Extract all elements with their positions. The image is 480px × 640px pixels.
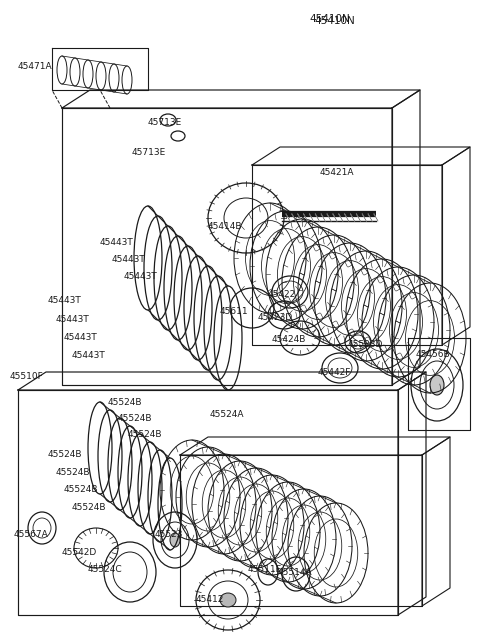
Text: 45443T: 45443T xyxy=(72,351,106,360)
Text: 45421A: 45421A xyxy=(320,168,355,177)
Text: 45524B: 45524B xyxy=(48,450,83,459)
Text: 45524A: 45524A xyxy=(210,410,244,419)
Text: 45414B: 45414B xyxy=(208,222,242,231)
Text: 45412: 45412 xyxy=(196,595,224,604)
Text: 45524B: 45524B xyxy=(64,485,98,494)
Text: 45524B: 45524B xyxy=(128,430,163,439)
Text: 45523: 45523 xyxy=(155,530,183,539)
Text: 45443T: 45443T xyxy=(56,315,90,324)
Text: 45423D: 45423D xyxy=(258,313,293,322)
Text: 45410N: 45410N xyxy=(314,16,355,26)
Text: 45442F: 45442F xyxy=(318,368,351,377)
Text: 45542D: 45542D xyxy=(62,548,97,557)
Ellipse shape xyxy=(220,593,236,607)
Text: 45422: 45422 xyxy=(268,290,296,299)
Text: 45410N: 45410N xyxy=(310,14,350,24)
Text: 45524C: 45524C xyxy=(88,565,122,574)
Text: 45524B: 45524B xyxy=(72,503,107,512)
Text: 45424B: 45424B xyxy=(272,335,306,344)
Text: 45524B: 45524B xyxy=(56,468,91,477)
Text: 45524B: 45524B xyxy=(108,398,143,407)
Text: 45456B: 45456B xyxy=(416,350,451,359)
Text: 45510F: 45510F xyxy=(10,372,44,381)
Text: 45443T: 45443T xyxy=(64,333,98,342)
Ellipse shape xyxy=(170,533,180,547)
Text: 45443T: 45443T xyxy=(124,272,158,281)
Text: 45443T: 45443T xyxy=(112,255,146,264)
Text: 45511E: 45511E xyxy=(248,565,282,574)
Text: 45443T: 45443T xyxy=(48,296,82,305)
Text: 45523D: 45523D xyxy=(348,340,384,349)
Text: 45471A: 45471A xyxy=(18,62,53,71)
Text: 45713E: 45713E xyxy=(132,148,166,157)
Text: 45524B: 45524B xyxy=(118,414,153,423)
Text: 45443T: 45443T xyxy=(100,238,134,247)
Ellipse shape xyxy=(430,375,444,395)
Text: 45611: 45611 xyxy=(220,307,249,316)
Text: 45514A: 45514A xyxy=(278,568,312,577)
Text: 45567A: 45567A xyxy=(14,530,49,539)
Text: 45713E: 45713E xyxy=(148,118,182,127)
